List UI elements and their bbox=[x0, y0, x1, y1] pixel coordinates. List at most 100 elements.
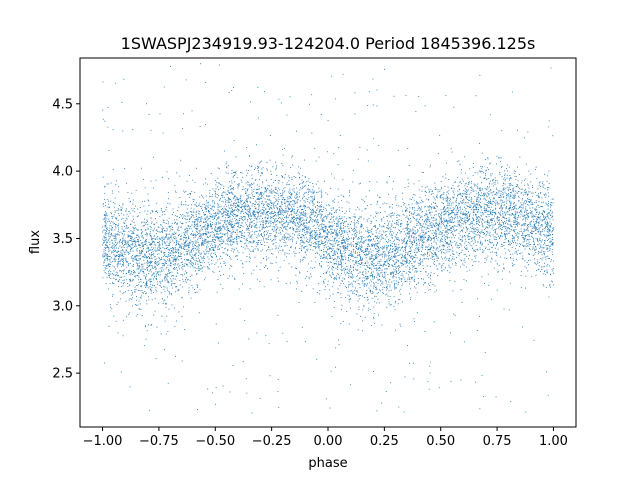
data-point bbox=[224, 199, 226, 201]
data-point bbox=[370, 272, 372, 274]
data-point bbox=[415, 203, 417, 205]
data-point bbox=[546, 265, 548, 267]
data-point bbox=[175, 355, 176, 357]
data-point bbox=[350, 265, 352, 267]
data-point bbox=[504, 221, 505, 222]
data-point bbox=[509, 196, 511, 197]
data-point bbox=[292, 155, 294, 157]
data-point bbox=[299, 184, 300, 185]
data-point bbox=[129, 201, 131, 203]
data-point bbox=[172, 257, 174, 259]
data-point bbox=[279, 222, 281, 224]
data-point bbox=[442, 235, 444, 237]
data-point bbox=[397, 219, 399, 221]
data-point bbox=[403, 204, 405, 206]
data-point bbox=[349, 208, 351, 210]
data-point bbox=[206, 242, 208, 244]
data-point bbox=[290, 201, 292, 203]
data-point bbox=[283, 210, 285, 211]
data-point bbox=[313, 191, 315, 193]
data-point bbox=[248, 229, 250, 231]
data-point bbox=[527, 198, 529, 200]
data-point bbox=[167, 382, 169, 384]
data-point bbox=[428, 199, 430, 200]
data-point bbox=[229, 222, 231, 223]
data-point bbox=[257, 240, 259, 241]
data-point bbox=[382, 265, 384, 267]
data-point bbox=[478, 195, 479, 197]
data-point bbox=[133, 270, 134, 271]
data-point bbox=[428, 239, 430, 241]
data-point bbox=[429, 249, 430, 251]
data-point bbox=[126, 266, 128, 268]
data-point bbox=[515, 242, 516, 244]
data-point bbox=[452, 253, 454, 255]
data-point bbox=[507, 213, 509, 215]
data-point bbox=[120, 270, 122, 271]
data-point bbox=[364, 277, 366, 279]
data-point bbox=[408, 251, 410, 252]
data-point bbox=[331, 240, 333, 242]
data-point bbox=[281, 211, 283, 213]
data-point bbox=[208, 218, 209, 220]
data-point bbox=[275, 161, 277, 163]
data-point bbox=[491, 211, 493, 213]
data-point bbox=[391, 246, 393, 247]
data-point bbox=[377, 278, 379, 280]
data-point bbox=[187, 253, 188, 255]
data-point bbox=[458, 204, 460, 206]
data-point bbox=[386, 241, 387, 242]
data-point bbox=[324, 256, 326, 258]
data-point bbox=[123, 214, 125, 216]
data-point bbox=[362, 281, 364, 283]
data-point bbox=[337, 265, 339, 267]
data-point bbox=[405, 258, 407, 260]
data-point bbox=[107, 234, 109, 236]
data-point bbox=[227, 196, 229, 198]
data-point bbox=[270, 235, 272, 237]
data-point bbox=[145, 282, 147, 283]
data-point bbox=[154, 228, 155, 230]
data-point bbox=[404, 376, 406, 378]
data-point bbox=[446, 201, 448, 202]
data-point bbox=[508, 187, 510, 189]
data-point bbox=[552, 202, 554, 204]
data-point bbox=[141, 221, 143, 223]
data-point bbox=[199, 211, 201, 212]
data-point bbox=[257, 86, 259, 88]
data-point bbox=[505, 188, 507, 190]
data-point bbox=[193, 201, 195, 202]
data-point bbox=[109, 266, 111, 267]
data-point bbox=[462, 200, 463, 202]
data-point bbox=[488, 222, 490, 224]
data-point bbox=[432, 245, 434, 247]
data-point bbox=[181, 235, 182, 237]
data-point bbox=[356, 222, 358, 224]
data-point bbox=[149, 258, 151, 260]
data-point bbox=[517, 217, 519, 219]
data-point bbox=[338, 344, 340, 346]
data-point bbox=[427, 253, 428, 255]
data-point bbox=[394, 249, 395, 251]
data-point bbox=[198, 204, 200, 206]
data-point bbox=[194, 254, 196, 256]
data-point bbox=[266, 258, 268, 260]
data-point bbox=[325, 227, 327, 229]
data-point bbox=[524, 211, 525, 213]
data-point bbox=[465, 223, 467, 225]
data-point bbox=[203, 183, 204, 185]
data-point bbox=[155, 274, 157, 276]
data-point bbox=[473, 209, 475, 210]
data-point bbox=[165, 230, 167, 232]
data-point bbox=[204, 239, 206, 241]
data-point bbox=[438, 229, 440, 231]
data-point bbox=[429, 221, 431, 222]
data-point bbox=[376, 248, 378, 250]
data-point bbox=[407, 186, 409, 187]
data-point bbox=[441, 236, 443, 237]
data-point bbox=[523, 225, 525, 227]
data-point bbox=[188, 259, 189, 261]
data-point bbox=[245, 187, 247, 189]
data-point bbox=[274, 211, 275, 213]
data-point bbox=[488, 214, 490, 215]
